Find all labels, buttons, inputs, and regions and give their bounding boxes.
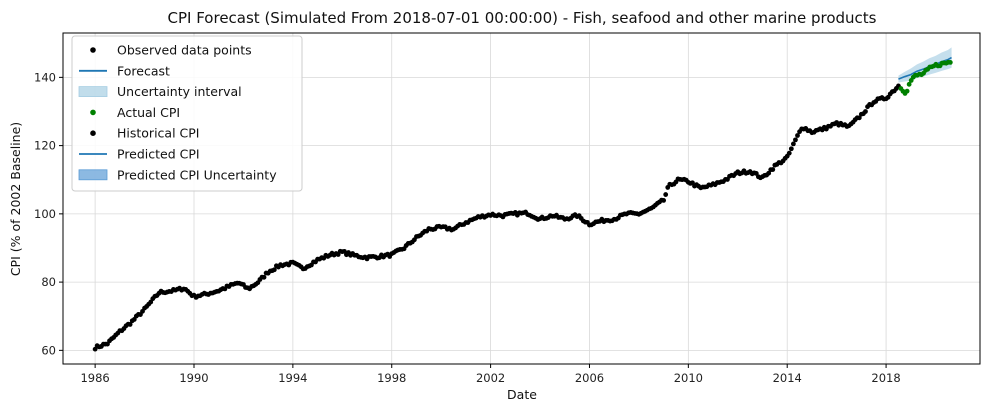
historical-cpi-point [795, 133, 800, 138]
chart-title: CPI Forecast (Simulated From 2018-07-01 … [168, 9, 877, 27]
x-tick-label: 1994 [278, 371, 307, 385]
x-axis-title: Date [507, 387, 537, 402]
legend-patch-marker [78, 86, 108, 97]
legend-label: Predicted CPI Uncertainty [117, 167, 277, 182]
historical-cpi-point [856, 115, 862, 121]
legend-item: Predicted CPI Uncertainty [78, 167, 277, 182]
actual-cpi-point [904, 88, 910, 94]
x-tick-label: 1998 [377, 371, 406, 385]
y-tick-label: 140 [34, 70, 56, 84]
legend-label: Predicted CPI [117, 147, 200, 162]
x-axis-ticks: 1986 1990 1994 1998 2002 2006 2010 2014 2018 [80, 364, 901, 385]
historical-cpi-point [92, 346, 98, 352]
legend-item: Uncertainty interval [78, 84, 242, 99]
historical-cpi-point [790, 141, 796, 147]
x-tick-label: 1990 [179, 371, 208, 385]
x-tick-label: 1986 [80, 371, 109, 385]
historical-cpi-point [786, 150, 792, 156]
y-axis-ticks: 60 80 100 120 140 [34, 70, 63, 357]
legend-label: Forecast [117, 63, 170, 78]
actual-cpi-point [947, 59, 953, 65]
historical-cpi-point [271, 267, 277, 273]
y-axis-title: CPI (% of 2002 Baseline) [8, 122, 23, 276]
legend-label: Uncertainty interval [117, 84, 242, 99]
legend: Observed data points Forecast Uncertainty … [71, 35, 303, 192]
x-tick-label: 2010 [674, 371, 703, 385]
y-tick-label: 80 [41, 275, 56, 289]
x-tick-label: 2014 [773, 371, 802, 385]
y-tick-label: 100 [34, 207, 56, 221]
legend-item: Historical CPI [90, 126, 199, 141]
historical-cpi-point [663, 192, 669, 197]
x-tick-label: 2002 [476, 371, 505, 385]
legend-dot-marker [90, 47, 96, 53]
historical-points-layer [92, 83, 901, 352]
legend-patch-marker [78, 169, 108, 181]
historical-cpi-point [261, 274, 267, 280]
historical-cpi-point [788, 146, 794, 152]
legend-label: Observed data points [117, 43, 252, 58]
historical-cpi-point [863, 109, 868, 114]
historical-cpi-point [793, 137, 798, 143]
plot-frame [62, 32, 981, 365]
actual-points-layer [898, 59, 953, 96]
legend-item: Actual CPI [90, 105, 180, 120]
legend-label: Historical CPI [117, 126, 199, 141]
legend-item: Forecast [79, 63, 170, 78]
historical-cpi-point [770, 167, 776, 172]
y-tick-label: 60 [41, 343, 56, 357]
x-tick-label: 2018 [871, 371, 900, 385]
legend-dot-marker [90, 109, 96, 116]
x-tick-label: 2006 [575, 371, 604, 385]
legend-item: Predicted CPI [79, 147, 200, 162]
legend-dot-marker [90, 130, 96, 136]
historical-cpi-point [766, 170, 772, 176]
legend-box [71, 35, 303, 192]
historical-cpi-point [127, 322, 133, 327]
legend-item: Observed data points [90, 43, 252, 58]
y-tick-label: 120 [34, 139, 56, 153]
legend-label: Actual CPI [117, 105, 180, 120]
actual-cpi-point [906, 81, 912, 87]
historical-cpi-point [661, 197, 667, 203]
